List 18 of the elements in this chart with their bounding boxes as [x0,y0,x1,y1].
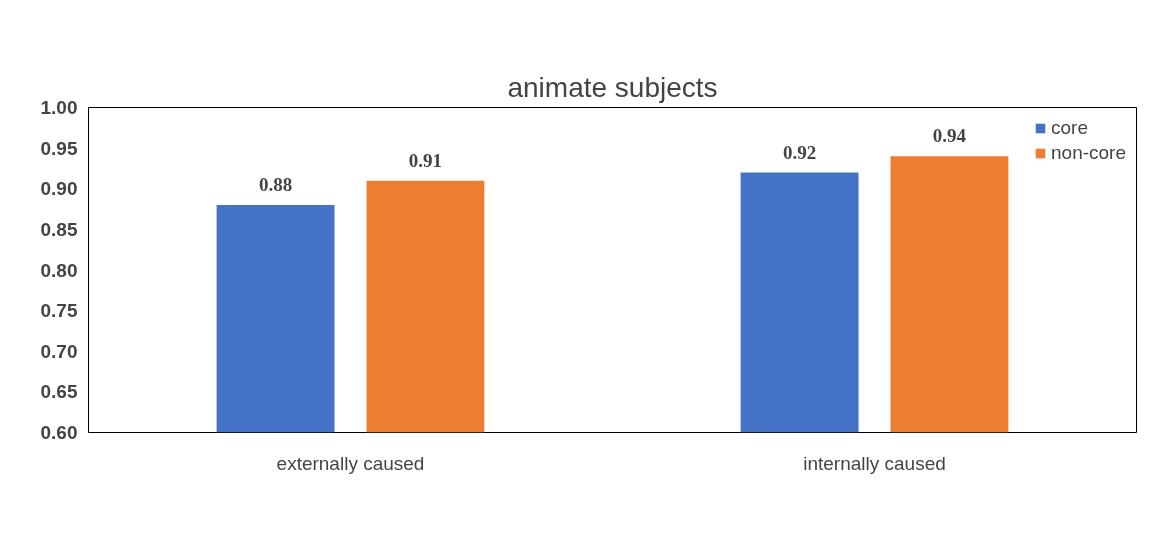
data-label: 0.92 [782,141,817,163]
y-tick-label: 0.65 [40,381,78,403]
legend-label: core [1051,117,1088,139]
y-tick-label: 0.85 [40,218,78,240]
data-label: 0.88 [258,174,293,195]
x-tick-label: externally caused [276,452,425,474]
y-tick-label: 0.90 [40,178,78,200]
y-tick-label: 1.00 [40,97,78,118]
y-tick-label: 0.60 [40,422,78,443]
y-tick-label: 0.95 [40,137,78,159]
y-tick-label: 0.75 [40,300,78,322]
x-tick-label: internally caused [803,452,946,474]
data-label: 0.94 [932,125,967,147]
chart-title: animate subjects [507,71,718,103]
y-tick-label: 0.80 [40,259,78,281]
legend-label: non-core [1051,142,1126,164]
y-tick-label: 0.70 [40,340,78,362]
data-label: 0.91 [408,149,443,171]
